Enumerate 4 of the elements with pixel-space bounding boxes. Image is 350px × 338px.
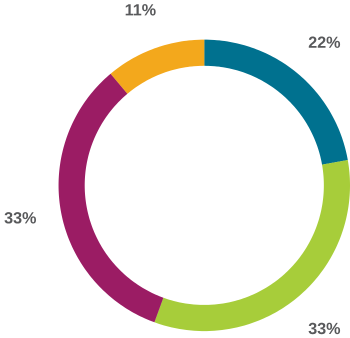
- data-label: 33%: [4, 212, 36, 224]
- data-label: 22%: [308, 36, 340, 48]
- data-label: 33%: [308, 322, 340, 334]
- data-label: 11%: [126, 4, 156, 16]
